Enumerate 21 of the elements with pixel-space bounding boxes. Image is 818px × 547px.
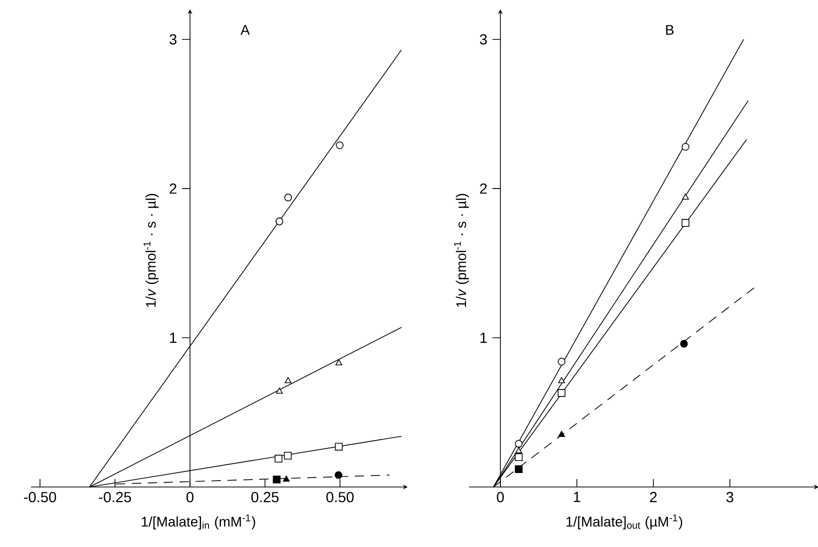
x-tick-label: -0.25 — [98, 492, 132, 502]
x-tick-label: 3 — [726, 492, 734, 502]
x-tick-label: 1 — [574, 492, 580, 502]
x-tick-label: 0 — [496, 492, 504, 502]
x-tick-label: 0.25 — [251, 492, 279, 502]
y-tick-label: 3 — [480, 34, 487, 45]
x-axis-title: 1/[Malate]$_{out}$ (µM$^{-1}$) — [566, 514, 682, 530]
x-tick-label: 2 — [650, 492, 657, 502]
y-tick-label: 1 — [480, 332, 487, 343]
y-tick-label: 2 — [170, 183, 176, 194]
y-axis-title: 1/v (pmol$^{-1}$ · s · µl) — [144, 194, 159, 307]
y-axis-title: 1/v (pmol$^{-1}$ · s · µl) — [454, 194, 469, 307]
x-axis-title: 1/[Malate]$_{in}$ (mM$^{-1}$) — [142, 514, 256, 530]
y-tick-label: 3 — [170, 34, 176, 45]
y-tick-label: 2 — [480, 183, 487, 194]
x-tick-label: -0.50 — [24, 492, 56, 502]
x-tick-label: 0.50 — [326, 492, 354, 502]
x-tick-label: 0 — [186, 492, 194, 502]
text: B — [666, 25, 674, 35]
y-tick-label: 1 — [170, 332, 176, 343]
text: A — [240, 25, 250, 35]
